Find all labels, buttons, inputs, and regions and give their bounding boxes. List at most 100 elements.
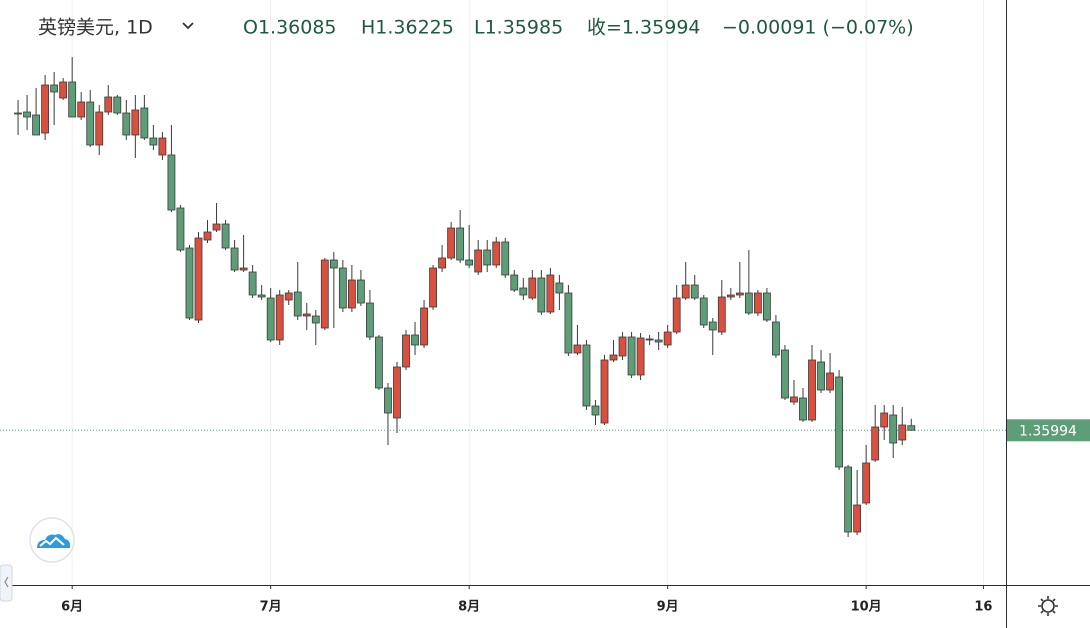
chart-title: 英镑美元, 1D	[38, 17, 153, 39]
candle-body	[627, 336, 636, 376]
candle-body	[293, 291, 302, 317]
logo-wave[interactable]	[39, 536, 65, 547]
candle-body	[817, 361, 825, 391]
grid	[71, 0, 984, 585]
candle-body	[681, 284, 690, 299]
candle-body	[311, 315, 320, 324]
side-toggle-arrow[interactable]	[4, 576, 9, 588]
candle-body	[808, 359, 816, 421]
candle-body	[411, 334, 419, 346]
candle-body	[591, 405, 600, 416]
candle-body	[862, 462, 871, 504]
candle-body	[320, 259, 329, 329]
candle-body	[203, 231, 212, 241]
candle-body	[212, 223, 221, 231]
candle-body	[176, 207, 185, 251]
settings-icon[interactable]	[1038, 596, 1058, 616]
x-tick-label: 6月	[61, 600, 83, 615]
time-axis: 6月 7月 8月 9月 10月 16	[61, 585, 992, 615]
candle-body	[384, 387, 392, 414]
high-label: H1.36225	[361, 17, 454, 39]
candle-body	[167, 154, 176, 211]
x-tick-label: 16	[974, 600, 992, 615]
last-price-label: 1.35994	[1019, 423, 1077, 439]
candle-body	[447, 227, 456, 259]
candle-body	[753, 292, 762, 314]
candle-body	[609, 354, 618, 361]
candle-body	[77, 101, 86, 118]
candle-body	[510, 274, 519, 291]
candle-body	[672, 297, 681, 333]
candle-body	[429, 267, 437, 308]
logo[interactable]	[29, 517, 75, 563]
candle-body	[492, 241, 501, 266]
price-marker: 1.35994	[0, 419, 1090, 442]
candle-body	[726, 294, 735, 298]
candle-body	[519, 287, 528, 296]
candle-body	[799, 397, 807, 421]
candle-body	[194, 237, 203, 321]
candle-body	[898, 424, 907, 441]
candle-body	[68, 81, 77, 118]
candle-body	[844, 466, 853, 533]
candle-body	[772, 321, 780, 356]
candle-body	[835, 376, 843, 468]
candle-body	[14, 112, 22, 115]
candle-body	[50, 84, 59, 93]
settings-rays[interactable]	[1038, 596, 1058, 616]
candle-body	[537, 277, 546, 313]
candle-body	[645, 338, 654, 341]
candle-body	[275, 294, 284, 341]
x-tick-label: 9月	[657, 600, 679, 615]
candle-body	[501, 241, 510, 276]
candle-body	[880, 412, 889, 428]
low-label: L1.35985	[474, 17, 563, 39]
candle-body	[221, 223, 230, 249]
candle-body	[781, 349, 789, 399]
candle-body	[582, 344, 591, 407]
candle-body	[375, 336, 383, 389]
candle-body	[546, 274, 555, 313]
candle-body	[366, 302, 374, 338]
candles	[14, 57, 916, 537]
interval-dropdown[interactable]	[182, 22, 194, 30]
candle-body	[564, 292, 573, 354]
candle-body	[528, 277, 537, 299]
candle-body	[663, 331, 672, 346]
candle-body	[59, 81, 68, 99]
candle-body	[86, 101, 95, 146]
candle-body	[853, 504, 862, 533]
candle-body	[41, 84, 50, 134]
candle-body	[104, 96, 113, 113]
x-tick-label: 10月	[851, 600, 882, 615]
candle-body	[113, 96, 122, 114]
candle-body	[907, 425, 916, 431]
candle-body	[302, 313, 311, 317]
candle-body	[708, 321, 717, 331]
candle-body	[555, 282, 564, 294]
candle-body	[465, 259, 474, 266]
candle-body	[826, 372, 834, 391]
candle-body	[889, 414, 898, 444]
candle-body	[149, 137, 158, 146]
candle-body	[483, 249, 492, 266]
candle-body	[636, 337, 645, 376]
candle-body	[329, 259, 338, 269]
candle-body	[185, 247, 194, 319]
last-price-box	[1007, 419, 1090, 442]
candle-body	[790, 396, 798, 403]
settings-circle[interactable]	[1041, 599, 1055, 613]
candle-body	[438, 257, 446, 269]
candle-body	[230, 247, 239, 271]
candle-body	[573, 344, 582, 354]
candle-body	[284, 292, 293, 301]
candle-body	[402, 334, 410, 368]
candle-body	[347, 279, 356, 309]
candle-body	[248, 271, 257, 296]
candle-body	[744, 292, 753, 314]
candle-body	[338, 267, 347, 309]
candle-body	[158, 137, 167, 156]
candle-body	[763, 292, 771, 321]
candle-body	[618, 336, 627, 357]
